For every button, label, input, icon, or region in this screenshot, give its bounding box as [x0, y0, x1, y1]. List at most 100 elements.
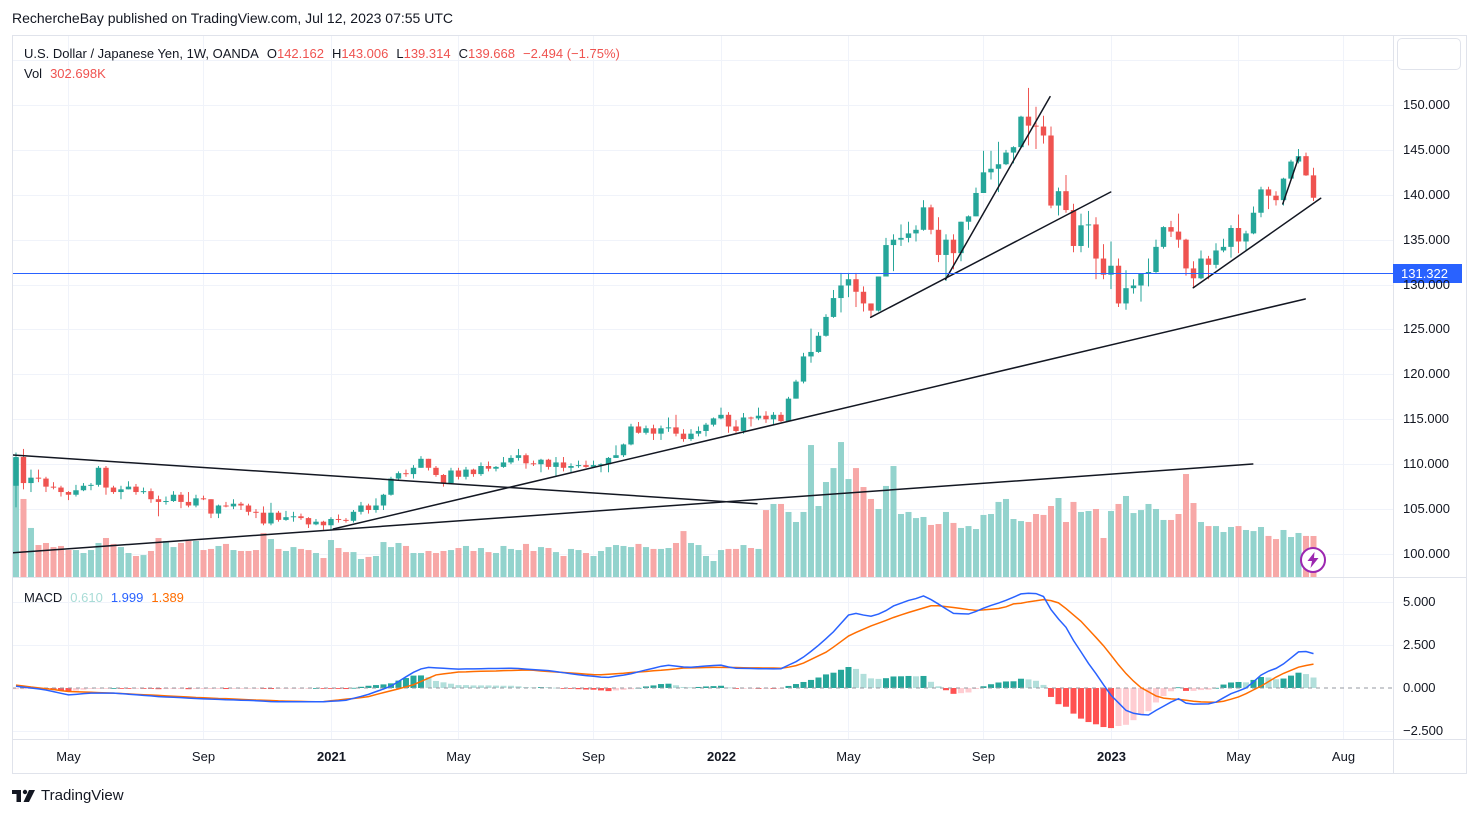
candle-body [545, 459, 552, 467]
volume-bar [770, 503, 777, 577]
macd-histogram-bar [815, 677, 822, 688]
candle [538, 458, 544, 473]
trendline[interactable] [944, 95, 1051, 281]
time-axis-tick-label: May [836, 749, 861, 764]
macd-histogram-bar [702, 686, 709, 688]
candle [185, 492, 192, 508]
candle-body [860, 291, 867, 304]
price-axis-tick-label: 145.000 [1403, 142, 1450, 157]
candle-body [170, 494, 177, 502]
volume-bar [950, 522, 957, 577]
macd-histogram-bar [905, 675, 912, 688]
candle-body [1160, 227, 1167, 247]
candle-body [118, 489, 124, 493]
candle-body [43, 478, 49, 487]
volume-bar [155, 537, 162, 577]
candle-body [725, 414, 732, 427]
candle-body [1288, 161, 1294, 179]
volume-bar [1047, 506, 1054, 577]
trendline[interactable] [12, 463, 1254, 554]
candle [478, 462, 484, 476]
macd-histogram-bar [1303, 674, 1309, 688]
volume-bar [695, 545, 702, 577]
macd-histogram-bar [860, 673, 867, 688]
candle-body [845, 279, 852, 286]
legend-low-value: 139.314 [403, 46, 451, 61]
volume-bar [275, 548, 282, 577]
candle [710, 417, 717, 427]
candle [980, 150, 987, 193]
volume-bar [1175, 514, 1182, 577]
tradingview-brand-text: TradingView [41, 787, 124, 804]
macd-histogram-bar [695, 686, 702, 688]
candle [695, 426, 702, 437]
candle [1190, 261, 1197, 289]
volume-bar [777, 503, 784, 577]
macd-histogram-bar [492, 685, 499, 688]
macd-histogram-bar [440, 682, 447, 688]
symbol-legend[interactable]: U.S. Dollar / Japanese Yen, 1W, OANDA O1… [24, 45, 620, 62]
trendline[interactable] [332, 298, 1306, 530]
volume-bar [12, 458, 19, 577]
events-button[interactable] [1300, 547, 1326, 573]
volume-bar [987, 514, 994, 577]
candle-body [905, 233, 912, 238]
volume-bar [185, 540, 192, 577]
volume-bar [252, 550, 259, 577]
legend-low: L139.314 [396, 45, 450, 62]
macd-histogram-bar [672, 685, 679, 688]
candle [725, 412, 732, 433]
macd-axis-tick-label: −2.500 [1403, 723, 1444, 738]
macd-histogram-bar [1273, 679, 1279, 688]
candle-body [328, 518, 334, 526]
trendline[interactable] [1192, 197, 1322, 289]
candle-body [620, 444, 627, 456]
trendline[interactable] [869, 191, 1112, 319]
macd-legend[interactable]: MACD 0.610 1.999 1.389 [24, 589, 184, 606]
time-axis-tick-label: May [1226, 749, 1251, 764]
volume-legend[interactable]: Vol 302.698K [24, 65, 106, 82]
candle [298, 513, 304, 520]
volume-bar [447, 550, 454, 577]
macd-histogram-bar [582, 688, 589, 690]
candle [748, 416, 754, 427]
tradingview-logo-icon [12, 789, 35, 802]
candle-body [365, 505, 372, 510]
trendline[interactable] [1282, 156, 1300, 205]
volume-bar [867, 498, 874, 577]
candle [223, 501, 229, 508]
candle-body [770, 414, 777, 420]
footer-branding[interactable]: TradingView [12, 786, 124, 806]
volume-bar [1085, 511, 1092, 577]
candle-body [1273, 195, 1279, 201]
price-axis-tick-label: 100.000 [1403, 546, 1450, 561]
candle [148, 488, 154, 503]
macd-histogram-bar [1183, 688, 1189, 691]
candle [433, 466, 439, 477]
candle [755, 407, 762, 421]
candle-body [103, 467, 109, 488]
candle-body [215, 505, 222, 514]
candle [823, 314, 829, 337]
candle [658, 425, 664, 440]
macd-histogram-bar [627, 688, 634, 690]
volume-bar [1070, 501, 1077, 577]
trendline-drawings[interactable] [12, 95, 1322, 554]
candle-body [410, 467, 417, 475]
volume-bar [312, 553, 319, 577]
candle [1018, 115, 1024, 149]
macd-histogram-bar [957, 688, 964, 694]
macd-histogram-bar [1010, 681, 1017, 688]
candle [1160, 226, 1167, 249]
price-axis-tick-label: 125.000 [1403, 321, 1450, 336]
volume-bar [590, 556, 597, 577]
volume-bar [125, 553, 132, 577]
candle [58, 485, 64, 497]
macd-histogram-bar [717, 685, 724, 688]
candle [373, 498, 379, 513]
volume-bar [500, 545, 507, 577]
trendline[interactable] [12, 454, 758, 505]
price-axis-tick-label: 120.000 [1403, 366, 1450, 381]
macd-histogram-bar [267, 688, 274, 690]
